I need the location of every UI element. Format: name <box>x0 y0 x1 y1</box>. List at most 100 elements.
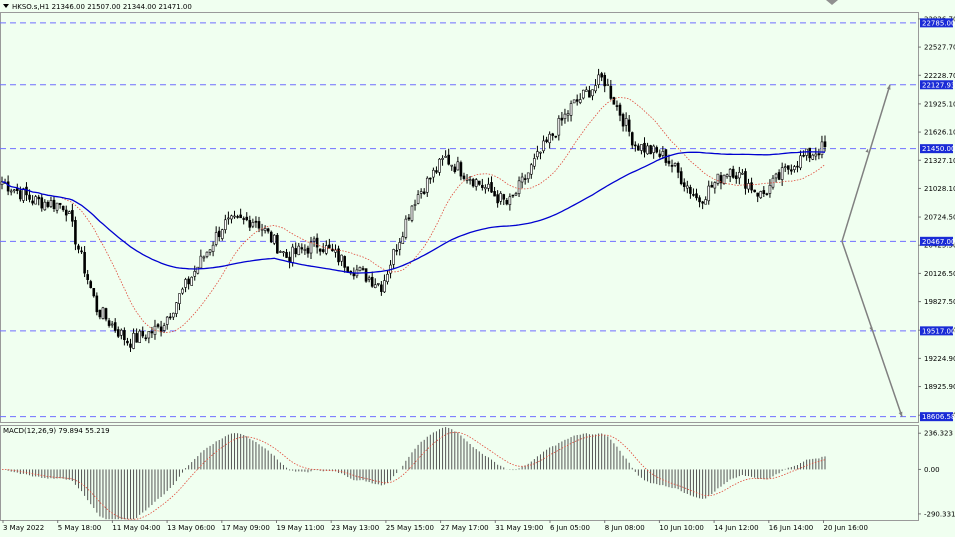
triangle-down-icon[interactable] <box>3 4 9 8</box>
candle-body <box>786 165 790 170</box>
candle-body <box>542 140 545 152</box>
candle-body <box>450 164 454 167</box>
time-axis-label: 17 May 09:00 <box>222 524 270 532</box>
candle-body <box>820 141 824 155</box>
candle-body <box>263 228 267 231</box>
candle-body <box>28 194 31 200</box>
candle-body <box>346 266 350 272</box>
candle-body <box>52 199 56 209</box>
candle-body <box>606 84 610 86</box>
candle-body <box>416 194 420 204</box>
candle-body <box>383 280 386 293</box>
candle-body <box>600 73 603 78</box>
candle-body <box>756 192 759 197</box>
candle-body <box>744 171 747 189</box>
candle-body <box>34 196 37 205</box>
candle-body <box>594 85 597 92</box>
candle-body <box>609 85 613 99</box>
candle-body <box>184 279 187 288</box>
slow-moving-average-line <box>1 151 826 274</box>
candle-body <box>790 169 793 172</box>
candle-body <box>370 276 374 287</box>
candle-body <box>190 276 193 286</box>
candle-body <box>138 330 141 343</box>
price-axis-label: 22527.70 <box>924 44 955 52</box>
macd-axis-label: -290.331 <box>924 510 955 518</box>
candle-body <box>796 165 799 168</box>
candle-body <box>753 189 756 193</box>
candle-body <box>135 333 138 343</box>
candle-body <box>83 251 86 274</box>
candle-body <box>649 145 652 155</box>
time-axis-label: 3 May 2022 <box>3 524 44 532</box>
candle-body <box>493 191 496 197</box>
candle-body <box>722 174 726 185</box>
arrow-head-icon <box>869 326 873 331</box>
candle-body <box>578 99 582 103</box>
candle-body <box>123 330 126 341</box>
candle-body <box>533 158 536 167</box>
fast-moving-average-line <box>1 97 826 333</box>
candle-body <box>193 271 197 277</box>
candle-body <box>352 273 356 277</box>
time-axis-label: 10 Jun 10:00 <box>659 524 703 532</box>
candle-body <box>340 254 343 262</box>
candle-body <box>0 181 4 185</box>
level-price-label: 21450.00 <box>922 145 955 153</box>
candle-body <box>640 144 643 151</box>
candle-body <box>413 204 417 206</box>
candle-body <box>230 215 233 220</box>
candle-body <box>539 151 542 154</box>
candle-body <box>337 248 340 263</box>
candle-body <box>563 113 567 119</box>
candle-body <box>799 155 802 169</box>
candle-body <box>220 229 224 239</box>
candle-body <box>404 218 408 238</box>
candle-body <box>569 103 573 116</box>
candle-body <box>410 205 414 221</box>
candle-body <box>407 217 411 220</box>
candle-body <box>80 250 83 253</box>
candle-body <box>627 119 631 132</box>
candle-body <box>646 145 649 155</box>
candle-body <box>438 158 441 173</box>
candle-body <box>575 99 579 102</box>
candle-body <box>734 175 738 180</box>
candle-body <box>300 247 304 250</box>
level-price-box <box>920 236 953 246</box>
candle-body <box>239 214 242 219</box>
price-axis-label: 21028.10 <box>924 185 955 193</box>
candle-body <box>686 185 689 189</box>
candle-body <box>172 312 175 318</box>
time-axis-label: 23 May 13:00 <box>331 524 379 532</box>
candle-body <box>713 182 717 189</box>
macd-axis-label: 0.00 <box>924 466 940 474</box>
candle-body <box>615 105 619 107</box>
candle-body <box>331 248 334 252</box>
candle-body <box>652 145 655 153</box>
candle-body <box>695 193 698 199</box>
candle-body <box>25 186 28 196</box>
candle-body <box>224 219 227 230</box>
price-axis-label: 18925.90 <box>924 383 955 391</box>
time-axis-label: 8 Jun 08:00 <box>605 524 645 532</box>
candle-body <box>529 164 533 175</box>
candle-body <box>248 220 252 228</box>
time-axis-label: 19 May 11:00 <box>277 524 325 532</box>
candle-body <box>802 154 805 157</box>
candle-body <box>276 234 279 254</box>
candle-body <box>585 89 588 92</box>
candle-body <box>422 191 426 194</box>
candle-body <box>58 202 62 205</box>
candle-body <box>202 256 206 259</box>
candle-body <box>679 171 683 185</box>
candle-body <box>55 202 59 211</box>
candle-body <box>523 178 527 180</box>
candle-body <box>634 144 637 147</box>
candle-body <box>306 247 310 254</box>
candle-body <box>116 329 120 337</box>
level-price-box <box>920 80 953 90</box>
candle-body <box>205 251 209 257</box>
